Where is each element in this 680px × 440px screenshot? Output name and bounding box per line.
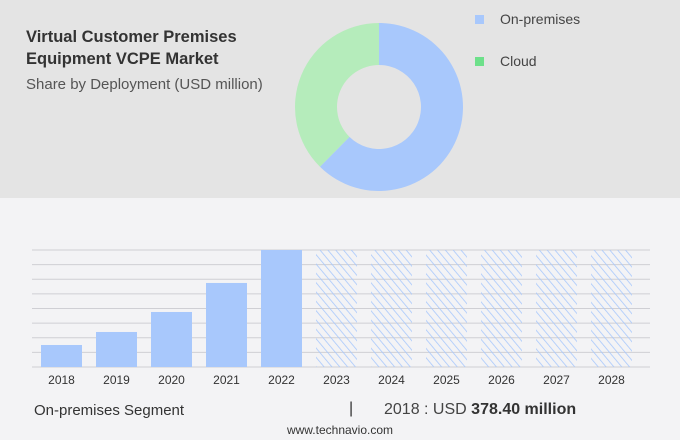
separator: | bbox=[349, 400, 354, 417]
legend-label: On-premises bbox=[500, 11, 581, 27]
value: 378.40 million bbox=[471, 401, 577, 418]
segment-label: On-premises Segment bbox=[34, 402, 185, 419]
legend-swatch bbox=[475, 14, 484, 24]
x-tick-label: 2023 bbox=[323, 373, 350, 387]
x-tick-label: 2019 bbox=[103, 373, 130, 387]
bar-2018 bbox=[41, 344, 82, 367]
x-tick-label: 2020 bbox=[158, 373, 185, 387]
x-tick-label: 2024 bbox=[378, 373, 405, 387]
bar-2019 bbox=[96, 331, 137, 367]
bar-2021 bbox=[206, 282, 247, 367]
x-tick-label: 2027 bbox=[543, 373, 570, 387]
donut-slice-cloud bbox=[295, 23, 379, 167]
forecast-bar-2025 bbox=[426, 250, 467, 367]
forecast-bar-2023 bbox=[316, 250, 357, 367]
forecast-bar-2028 bbox=[591, 250, 632, 367]
donut-slice-on-premises bbox=[319, 23, 464, 191]
x-tick-label: 2021 bbox=[213, 373, 240, 387]
x-tick-label: 2028 bbox=[598, 373, 625, 387]
x-tick-label: 2025 bbox=[433, 373, 460, 387]
forecast-bar-2027 bbox=[536, 250, 577, 367]
x-tick-label: 2026 bbox=[488, 373, 515, 387]
bar-2022 bbox=[261, 250, 302, 367]
legend-label: Cloud bbox=[500, 53, 537, 69]
segment-value: 2018 : USD 378.40 million bbox=[384, 401, 576, 419]
site-url: www.technavio.com bbox=[286, 423, 394, 437]
legend-swatch bbox=[475, 56, 484, 66]
chart-subtitle: Share by Deployment (USD million) bbox=[26, 76, 263, 93]
chart-title: Virtual Customer Premises Equipment VCPE… bbox=[26, 28, 237, 68]
year-label: 2018 : USD bbox=[384, 401, 467, 418]
legend-item-on-premises: On-premises bbox=[475, 11, 580, 27]
x-tick-label: 2022 bbox=[268, 373, 295, 387]
bar-2020 bbox=[151, 311, 192, 367]
forecast-bar-2026 bbox=[481, 250, 522, 367]
x-tick-label: 2018 bbox=[48, 373, 75, 387]
legend-item-cloud: Cloud bbox=[475, 53, 537, 69]
forecast-bar-2024 bbox=[371, 250, 412, 367]
